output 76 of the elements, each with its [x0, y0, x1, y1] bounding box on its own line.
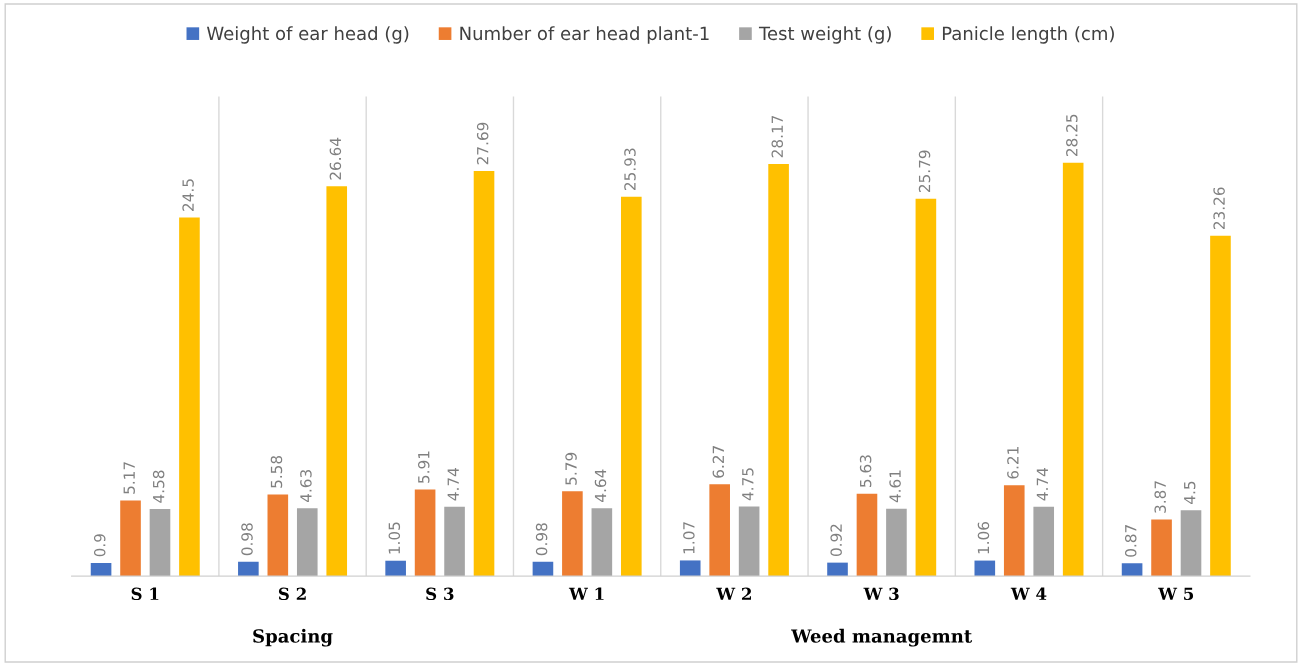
data-label: 4.61 — [889, 470, 901, 503]
data-label: 4.74 — [447, 468, 459, 501]
legend-label: Test weight (g) — [758, 26, 891, 44]
bar — [238, 561, 259, 577]
data-label: 5.58 — [270, 455, 283, 488]
data-label: 5.91 — [417, 451, 430, 483]
data-label: 4.64 — [594, 469, 607, 502]
bar — [709, 484, 730, 577]
data-label: 25.93 — [624, 148, 636, 190]
bar — [1180, 510, 1202, 577]
data-label: 28.25 — [1066, 114, 1078, 157]
bar — [414, 489, 436, 577]
bar — [1151, 519, 1172, 577]
data-label: 28.17 — [771, 115, 784, 158]
bar — [738, 506, 760, 577]
bar — [1003, 485, 1025, 577]
bar — [385, 560, 406, 577]
bar — [886, 508, 907, 577]
bar — [149, 509, 171, 577]
data-label: 5.63 — [859, 455, 872, 487]
data-label: 23.26 — [1213, 187, 1225, 230]
bar — [473, 170, 495, 577]
bar — [827, 562, 848, 577]
data-label: 1.05 — [388, 522, 401, 554]
data-label: 0.9 — [93, 534, 106, 557]
data-label: 26.64 — [329, 137, 342, 180]
x-tick-label: W 1 — [568, 587, 604, 600]
data-label: 1.06 — [977, 521, 990, 554]
x-tick-label: W 2 — [716, 587, 751, 600]
data-label: 5.17 — [123, 462, 135, 494]
bar — [591, 508, 613, 577]
data-label: 6.27 — [712, 446, 725, 478]
data-label: 3.87 — [1154, 481, 1166, 513]
bar — [1033, 506, 1055, 577]
bar — [562, 491, 583, 577]
data-label: 4.58 — [152, 470, 165, 503]
bar — [179, 217, 200, 577]
legend-label: Weight of ear head (g) — [206, 26, 409, 44]
data-label: 1.07 — [683, 522, 695, 554]
bar — [974, 560, 996, 577]
bar — [1210, 235, 1231, 577]
data-label: 0.87 — [1124, 525, 1137, 557]
data-label: 4.63 — [300, 469, 312, 503]
bar — [856, 493, 878, 577]
x-tick-label: S 2 — [278, 587, 306, 601]
bar — [1121, 563, 1143, 577]
bar — [679, 560, 701, 577]
data-label: 5.79 — [565, 452, 577, 485]
data-label: 4.74 — [1036, 468, 1048, 501]
bar — [326, 186, 348, 577]
legend-label: Number of ear head plant-1 — [460, 26, 709, 44]
bar — [768, 163, 789, 577]
x-tick-label: S 3 — [426, 587, 454, 601]
text: Weed managemnt — [791, 628, 973, 647]
bar — [267, 494, 289, 577]
bar — [915, 198, 937, 577]
text: Spacing — [253, 628, 333, 647]
bar — [120, 500, 141, 577]
data-label: 6.21 — [1007, 447, 1019, 479]
data-label: 27.69 — [476, 122, 489, 165]
data-label: 0.92 — [830, 524, 842, 557]
data-label: 0.98 — [241, 523, 253, 556]
bar — [1062, 162, 1084, 577]
x-tick-label: W 5 — [1158, 587, 1194, 601]
x-tick-label: S 1 — [131, 587, 159, 601]
bar — [296, 508, 318, 577]
data-label: 4.5 — [1184, 481, 1196, 504]
x-tick-label: W 3 — [863, 587, 899, 601]
bar — [444, 506, 465, 577]
legend-label: Panicle length (cm) — [942, 26, 1114, 44]
data-label: 4.75 — [742, 468, 754, 501]
data-label: 0.98 — [535, 523, 548, 556]
data-label: 25.79 — [918, 150, 931, 193]
bar — [621, 196, 642, 577]
data-label: 24.5 — [182, 179, 194, 211]
x-tick-label: W 4 — [1010, 587, 1047, 600]
